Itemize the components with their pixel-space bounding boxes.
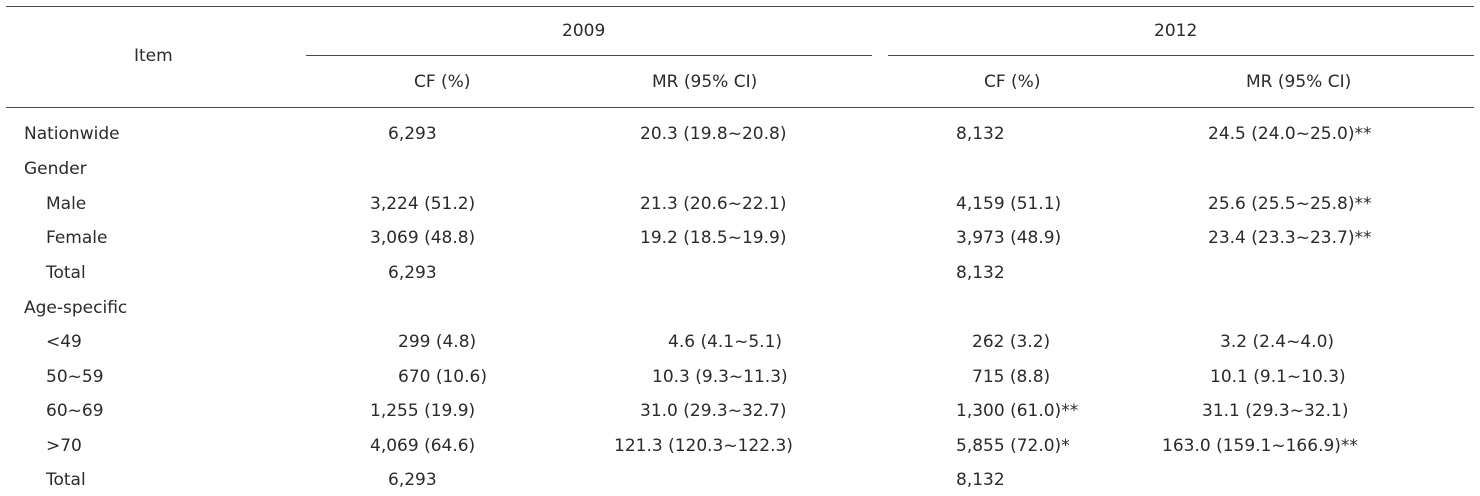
table-row: Total 6,293 8,132 (0, 263, 1480, 289)
cf-2012: 3,973 (48.9) (956, 228, 1062, 248)
mr-2009: 10.3 (9.3~11.3) (652, 367, 788, 387)
cf-2009: 6,293 (388, 470, 437, 490)
cf-2009: 3,224 (51.2) (370, 194, 476, 214)
row-item: Male (46, 194, 87, 214)
mr-2012: 23.4 (23.3~23.7)** (1208, 228, 1372, 248)
row-item: Age-specific (24, 298, 128, 318)
group-rule-2012 (888, 55, 1474, 56)
cf-2012: 1,300 (61.0)** (956, 401, 1079, 421)
row-item: Gender (24, 159, 87, 179)
top-rule (6, 6, 1474, 7)
cf-2009: 670 (10.6) (398, 367, 487, 387)
cf-2012: 8,132 (956, 470, 1005, 490)
mr-2012: 24.5 (24.0~25.0)** (1208, 124, 1372, 144)
cf-2009: 4,069 (64.6) (370, 436, 476, 456)
row-item: Total (46, 470, 86, 490)
cf-2009: 6,293 (388, 263, 437, 283)
mr-2009: 31.0 (29.3~32.7) (640, 401, 787, 421)
header-year-2009: 2009 (562, 21, 606, 41)
table-row: >70 4,069 (64.6) 121.3 (120.3~122.3) 5,8… (0, 436, 1480, 462)
table-row: <49 299 (4.8) 4.6 (4.1~5.1) 262 (3.2) 3.… (0, 332, 1480, 358)
cf-2012: 4,159 (51.1) (956, 194, 1062, 214)
header-item: Item (134, 46, 173, 66)
row-item: 50~59 (46, 367, 104, 387)
header-mr-2012: MR (95% CI) (1246, 72, 1352, 92)
cf-2009: 3,069 (48.8) (370, 228, 476, 248)
mr-2012: 25.6 (25.5~25.8)** (1208, 194, 1372, 214)
header-mr-2009: MR (95% CI) (652, 72, 758, 92)
header-rule (6, 107, 1474, 108)
header-year-2012: 2012 (1154, 21, 1198, 41)
cf-2009: 1,255 (19.9) (370, 401, 476, 421)
table-row: Gender (0, 159, 1480, 185)
cf-2012: 5,855 (72.0)* (956, 436, 1070, 456)
mr-2009: 121.3 (120.3~122.3) (614, 436, 793, 456)
cf-2012: 715 (8.8) (972, 367, 1051, 387)
cf-2009: 299 (4.8) (398, 332, 477, 352)
cf-2012: 262 (3.2) (972, 332, 1051, 352)
table-row: 50~59 670 (10.6) 10.3 (9.3~11.3) 715 (8.… (0, 367, 1480, 393)
group-rule-2009 (306, 55, 872, 56)
mr-2009: 21.3 (20.6~22.1) (640, 194, 787, 214)
table-row: Total 6,293 8,132 (0, 470, 1480, 496)
table-row: Nationwide 6,293 20.3 (19.8~20.8) 8,132 … (0, 124, 1480, 150)
table-row: Female 3,069 (48.8) 19.2 (18.5~19.9) 3,9… (0, 228, 1480, 254)
row-item: >70 (46, 436, 82, 456)
table-row: Age-specific (0, 298, 1480, 324)
cf-2012: 8,132 (956, 263, 1005, 283)
mr-2009: 4.6 (4.1~5.1) (668, 332, 783, 352)
header-cf-2012: CF (%) (984, 72, 1041, 92)
cf-2009: 6,293 (388, 124, 437, 144)
row-item: 60~69 (46, 401, 104, 421)
row-item: Total (46, 263, 86, 283)
mr-2012: 31.1 (29.3~32.1) (1202, 401, 1349, 421)
header-cf-2009: CF (%) (414, 72, 471, 92)
table-row: Male 3,224 (51.2) 21.3 (20.6~22.1) 4,159… (0, 194, 1480, 220)
row-item: Nationwide (24, 124, 120, 144)
mr-2012: 163.0 (159.1~166.9)** (1162, 436, 1358, 456)
mr-2012: 10.1 (9.1~10.3) (1210, 367, 1346, 387)
table-row: 60~69 1,255 (19.9) 31.0 (29.3~32.7) 1,30… (0, 401, 1480, 427)
mr-2009: 19.2 (18.5~19.9) (640, 228, 787, 248)
cf-2012: 8,132 (956, 124, 1005, 144)
mr-2012: 3.2 (2.4~4.0) (1220, 332, 1335, 352)
mr-2009: 20.3 (19.8~20.8) (640, 124, 787, 144)
row-item: <49 (46, 332, 82, 352)
row-item: Female (46, 228, 108, 248)
